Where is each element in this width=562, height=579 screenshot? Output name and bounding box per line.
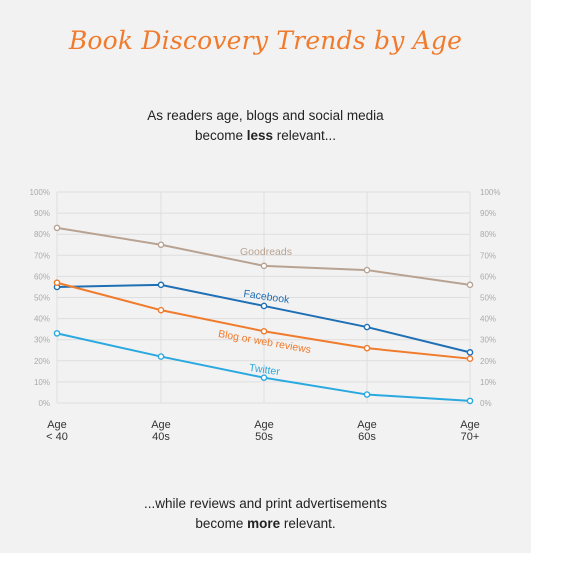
- y-tick-label-right: 0%: [480, 399, 492, 408]
- caption-top-bold: less: [246, 128, 274, 143]
- y-tick-label-right: 100%: [480, 188, 500, 197]
- x-tick-label: 70+: [461, 431, 480, 443]
- data-point: [53, 279, 61, 287]
- data-point: [157, 281, 165, 289]
- x-tick-label: < 40: [46, 431, 68, 443]
- data-point: [157, 306, 165, 314]
- data-point: [260, 327, 268, 335]
- caption-top-line2: become less relevant...: [0, 126, 531, 146]
- caption-top: As readers age, blogs and social media b…: [0, 106, 531, 146]
- y-tick-label-right: 90%: [480, 209, 496, 218]
- series-label: Goodreads: [240, 246, 292, 258]
- caption-bottom-pre: become: [195, 516, 248, 531]
- caption-bottom-bold: more: [247, 516, 281, 531]
- data-point: [260, 302, 268, 310]
- y-tick-label-left: 60%: [34, 272, 50, 281]
- y-tick-label-right: 80%: [480, 230, 496, 239]
- data-point: [466, 397, 474, 405]
- x-tick-label: 50s: [255, 431, 273, 443]
- y-tick-label-right: 20%: [480, 357, 496, 366]
- data-point: [53, 330, 61, 337]
- caption-top-post: relevant...: [273, 128, 337, 143]
- data-point: [466, 281, 474, 289]
- y-tick-label-left: 30%: [34, 336, 50, 345]
- caption-bottom-post: relevant.: [280, 516, 336, 531]
- y-tick-label-left: 20%: [34, 357, 50, 366]
- y-tick-label-left: 100%: [30, 188, 50, 197]
- y-tick-label-right: 10%: [480, 378, 496, 387]
- y-tick-label-left: 40%: [34, 315, 50, 324]
- y-tick-label-left: 70%: [34, 251, 50, 260]
- y-tick-label-left: 50%: [34, 294, 50, 303]
- data-point: [157, 241, 165, 249]
- data-point: [363, 344, 371, 352]
- x-tick-label: 40s: [152, 431, 170, 443]
- y-tick-label-left: 90%: [34, 209, 50, 218]
- y-tick-label-right: 70%: [480, 251, 496, 260]
- line-chart: 0% 0% 10% 10% 20% 20% 30% 30% 40% 40% 50% 50% 60% 60%…: [30, 188, 501, 443]
- caption-top-pre: become: [194, 128, 247, 143]
- y-tick-label-right: 30%: [480, 336, 496, 345]
- x-tick-label: Age: [47, 419, 67, 431]
- caption-top-line1: As readers age, blogs and social media: [147, 108, 384, 123]
- data-point: [363, 266, 371, 274]
- caption-bottom-line2: become more relevant.: [0, 514, 531, 534]
- data-point: [260, 374, 268, 381]
- data-point: [363, 391, 371, 398]
- data-point: [157, 353, 165, 360]
- y-tick-label-left: 80%: [34, 230, 50, 239]
- series-label: Twitter: [248, 362, 281, 378]
- y-tick-label-right: 40%: [480, 315, 496, 324]
- data-point: [53, 224, 61, 232]
- y-tick-label-left: 0%: [38, 399, 50, 408]
- infographic-panel: Book Discovery Trends by Age As readers …: [0, 0, 531, 553]
- y-tick-label-right: 60%: [480, 272, 496, 281]
- x-tick-label: Age: [254, 419, 274, 431]
- caption-bottom: ...while reviews and print advertisement…: [0, 494, 531, 534]
- data-point: [466, 349, 474, 356]
- data-point: [260, 262, 268, 270]
- x-tick-label: Age: [357, 419, 377, 431]
- x-tick-label: Age: [460, 419, 480, 431]
- x-tick-label: 60s: [358, 431, 376, 443]
- x-tick-label: Age: [151, 419, 171, 431]
- caption-bottom-line1: ...while reviews and print advertisement…: [143, 496, 388, 511]
- chart-title: Book Discovery Trends by Age: [68, 26, 463, 55]
- y-tick-label-right: 50%: [480, 294, 496, 303]
- data-point: [363, 323, 371, 331]
- y-tick-label-left: 10%: [34, 378, 50, 387]
- data-point: [466, 355, 474, 362]
